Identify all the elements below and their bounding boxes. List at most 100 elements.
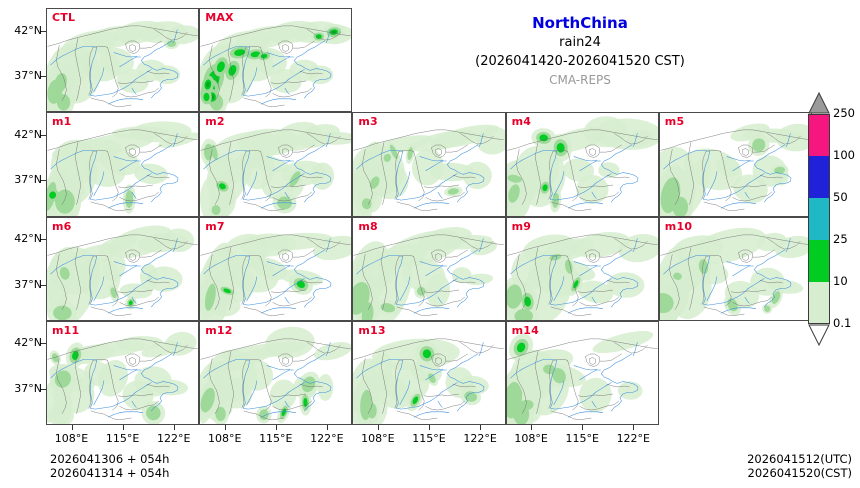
- map-panel-m9[interactable]: m9: [505, 216, 659, 321]
- ytick-label-42N: 42°N: [14, 23, 42, 37]
- precipitation-map-m8: [353, 217, 505, 320]
- precipitation-map-m10: [659, 217, 811, 320]
- precipitation-map-max: [200, 9, 352, 112]
- map-panel-m10[interactable]: m10: [658, 216, 812, 321]
- ytick-label-37N: 37°N: [14, 69, 42, 82]
- ytick-label-42N: 42°N: [14, 336, 42, 350]
- xtick-mark: [480, 425, 482, 430]
- colorbar-band-0: [808, 282, 830, 324]
- map-panel-m3[interactable]: m3: [352, 112, 506, 217]
- colorbar-tick-label-100: 100: [833, 148, 855, 162]
- xtick-label: 108°E: [207, 432, 242, 445]
- ytick-label-42N: 42°N: [14, 127, 42, 141]
- title-block: NorthChina rain24 (2026041420-2026041520…: [430, 14, 730, 89]
- map-panel-m12[interactable]: m12: [199, 320, 353, 425]
- panel-label-m3: m3: [358, 115, 378, 129]
- map-panel-m14[interactable]: m14: [505, 320, 659, 425]
- panel-label-m6: m6: [52, 219, 72, 233]
- ytick-label-37N: 37°N: [14, 173, 42, 187]
- precipitation-map-m2: [200, 113, 352, 216]
- map-panel-m1[interactable]: m1: [46, 112, 200, 217]
- footer-valid-utc: 2026041512(UTC): [747, 452, 852, 466]
- map-panel-m5[interactable]: m5: [658, 112, 812, 217]
- precipitation-map-m9: [506, 217, 658, 320]
- xtick-label: 115°E: [412, 432, 446, 445]
- colorbar-tick-label-0_1: 0.1: [833, 316, 852, 330]
- xtick-mark: [71, 425, 73, 430]
- xtick-mark: [326, 425, 328, 430]
- colorbar-band-3: [808, 156, 830, 198]
- period-title: (2026041420-2026041520 CST): [475, 54, 685, 69]
- footer-valid-cst: 2026041520(CST): [747, 466, 853, 480]
- panel-grid: CTL MAX m1 m2 m3 m4 m5 m6 m7 m8 m9 m10 m11 m12 m13 m14: [46, 8, 812, 425]
- panel-label-m10: m10: [664, 219, 693, 233]
- panel-label-m12: m12: [205, 323, 233, 337]
- colorbar: 250 100 50 25 10 0.1: [806, 91, 860, 347]
- xtick-mark: [122, 425, 124, 430]
- xtick-mark: [429, 425, 430, 430]
- xtick-mark: [377, 425, 379, 430]
- panel-label-m7: m7: [205, 219, 225, 233]
- precipitation-map-m12: [200, 321, 352, 424]
- colorbar-band-1: [808, 240, 830, 282]
- xtick-mark: [275, 425, 277, 430]
- xtick-label: 108°E: [361, 432, 395, 445]
- xtick-label: 122°E: [310, 432, 344, 445]
- colorbar-tick-label-25: 25: [833, 232, 848, 246]
- xtick-label: 122°E: [463, 432, 497, 445]
- panel-label-max: MAX: [205, 11, 234, 24]
- panel-label-m1: m1: [52, 115, 72, 129]
- precipitation-map-m6: [47, 217, 199, 320]
- xtick-mark: [224, 425, 226, 430]
- ytick-label-37N: 37°N: [14, 381, 42, 395]
- colorbar-over-arrow: [808, 91, 830, 114]
- map-panel-ctl[interactable]: CTL: [46, 8, 200, 113]
- xtick-label: 108°E: [514, 432, 548, 445]
- map-panel-m13[interactable]: m13: [352, 320, 506, 425]
- map-panel-m7[interactable]: m7: [199, 216, 353, 321]
- map-panel-m11[interactable]: m11: [46, 320, 200, 425]
- map-panel-m8[interactable]: m8: [352, 216, 506, 321]
- xtick-mark: [173, 425, 175, 430]
- precipitation-map-m4: [506, 113, 658, 216]
- ytick-label-37N: 37°N: [14, 277, 42, 291]
- xtick-label: 115°E: [565, 432, 599, 445]
- panel-label-m5: m5: [664, 115, 685, 129]
- precipitation-map-ctl: [47, 9, 199, 112]
- xtick-label: 122°E: [616, 432, 651, 445]
- precipitation-map-m7: [200, 217, 352, 320]
- xtick-label: 115°E: [259, 432, 293, 445]
- panel-label-m2: m2: [205, 115, 225, 129]
- map-panel-m2[interactable]: m2: [199, 112, 353, 217]
- colorbar-bar: [808, 91, 830, 347]
- xtick-mark: [582, 425, 584, 430]
- variable-title: rain24: [559, 35, 601, 50]
- ytick-label-42N: 42°N: [14, 232, 42, 246]
- map-panel-max[interactable]: MAX: [199, 8, 353, 113]
- precipitation-map-m11: [47, 321, 199, 424]
- xtick-mark: [531, 425, 533, 430]
- xtick-label: 108°E: [54, 432, 89, 445]
- panel-label-m11: m11: [52, 323, 80, 337]
- panel-label-m8: m8: [358, 219, 378, 233]
- colorbar-band-4: [808, 114, 830, 156]
- colorbar-tick-label-10: 10: [833, 274, 848, 288]
- precipitation-map-m5: [659, 113, 811, 216]
- footer-init-time-2: 2026041314 + 054h: [50, 466, 170, 480]
- precipitation-map-m14: [506, 321, 658, 424]
- colorbar-tick-label-250: 250: [833, 106, 855, 120]
- colorbar-band-2: [808, 198, 830, 240]
- panel-label-m9: m9: [511, 219, 532, 233]
- precipitation-map-m13: [353, 321, 505, 424]
- map-panel-m4[interactable]: m4: [505, 112, 659, 217]
- panel-label-m13: m13: [358, 323, 386, 337]
- panel-label-ctl: CTL: [52, 11, 76, 24]
- panel-label-m14: m14: [511, 323, 539, 337]
- model-title: CMA-REPS: [549, 73, 611, 87]
- xtick-label: 115°E: [105, 432, 140, 445]
- colorbar-tick-label-50: 50: [833, 190, 848, 204]
- colorbar-under-arrow: [808, 324, 830, 347]
- map-panel-m6[interactable]: m6: [46, 216, 200, 321]
- precipitation-map-m3: [353, 113, 505, 216]
- page-title: NorthChina: [532, 14, 628, 32]
